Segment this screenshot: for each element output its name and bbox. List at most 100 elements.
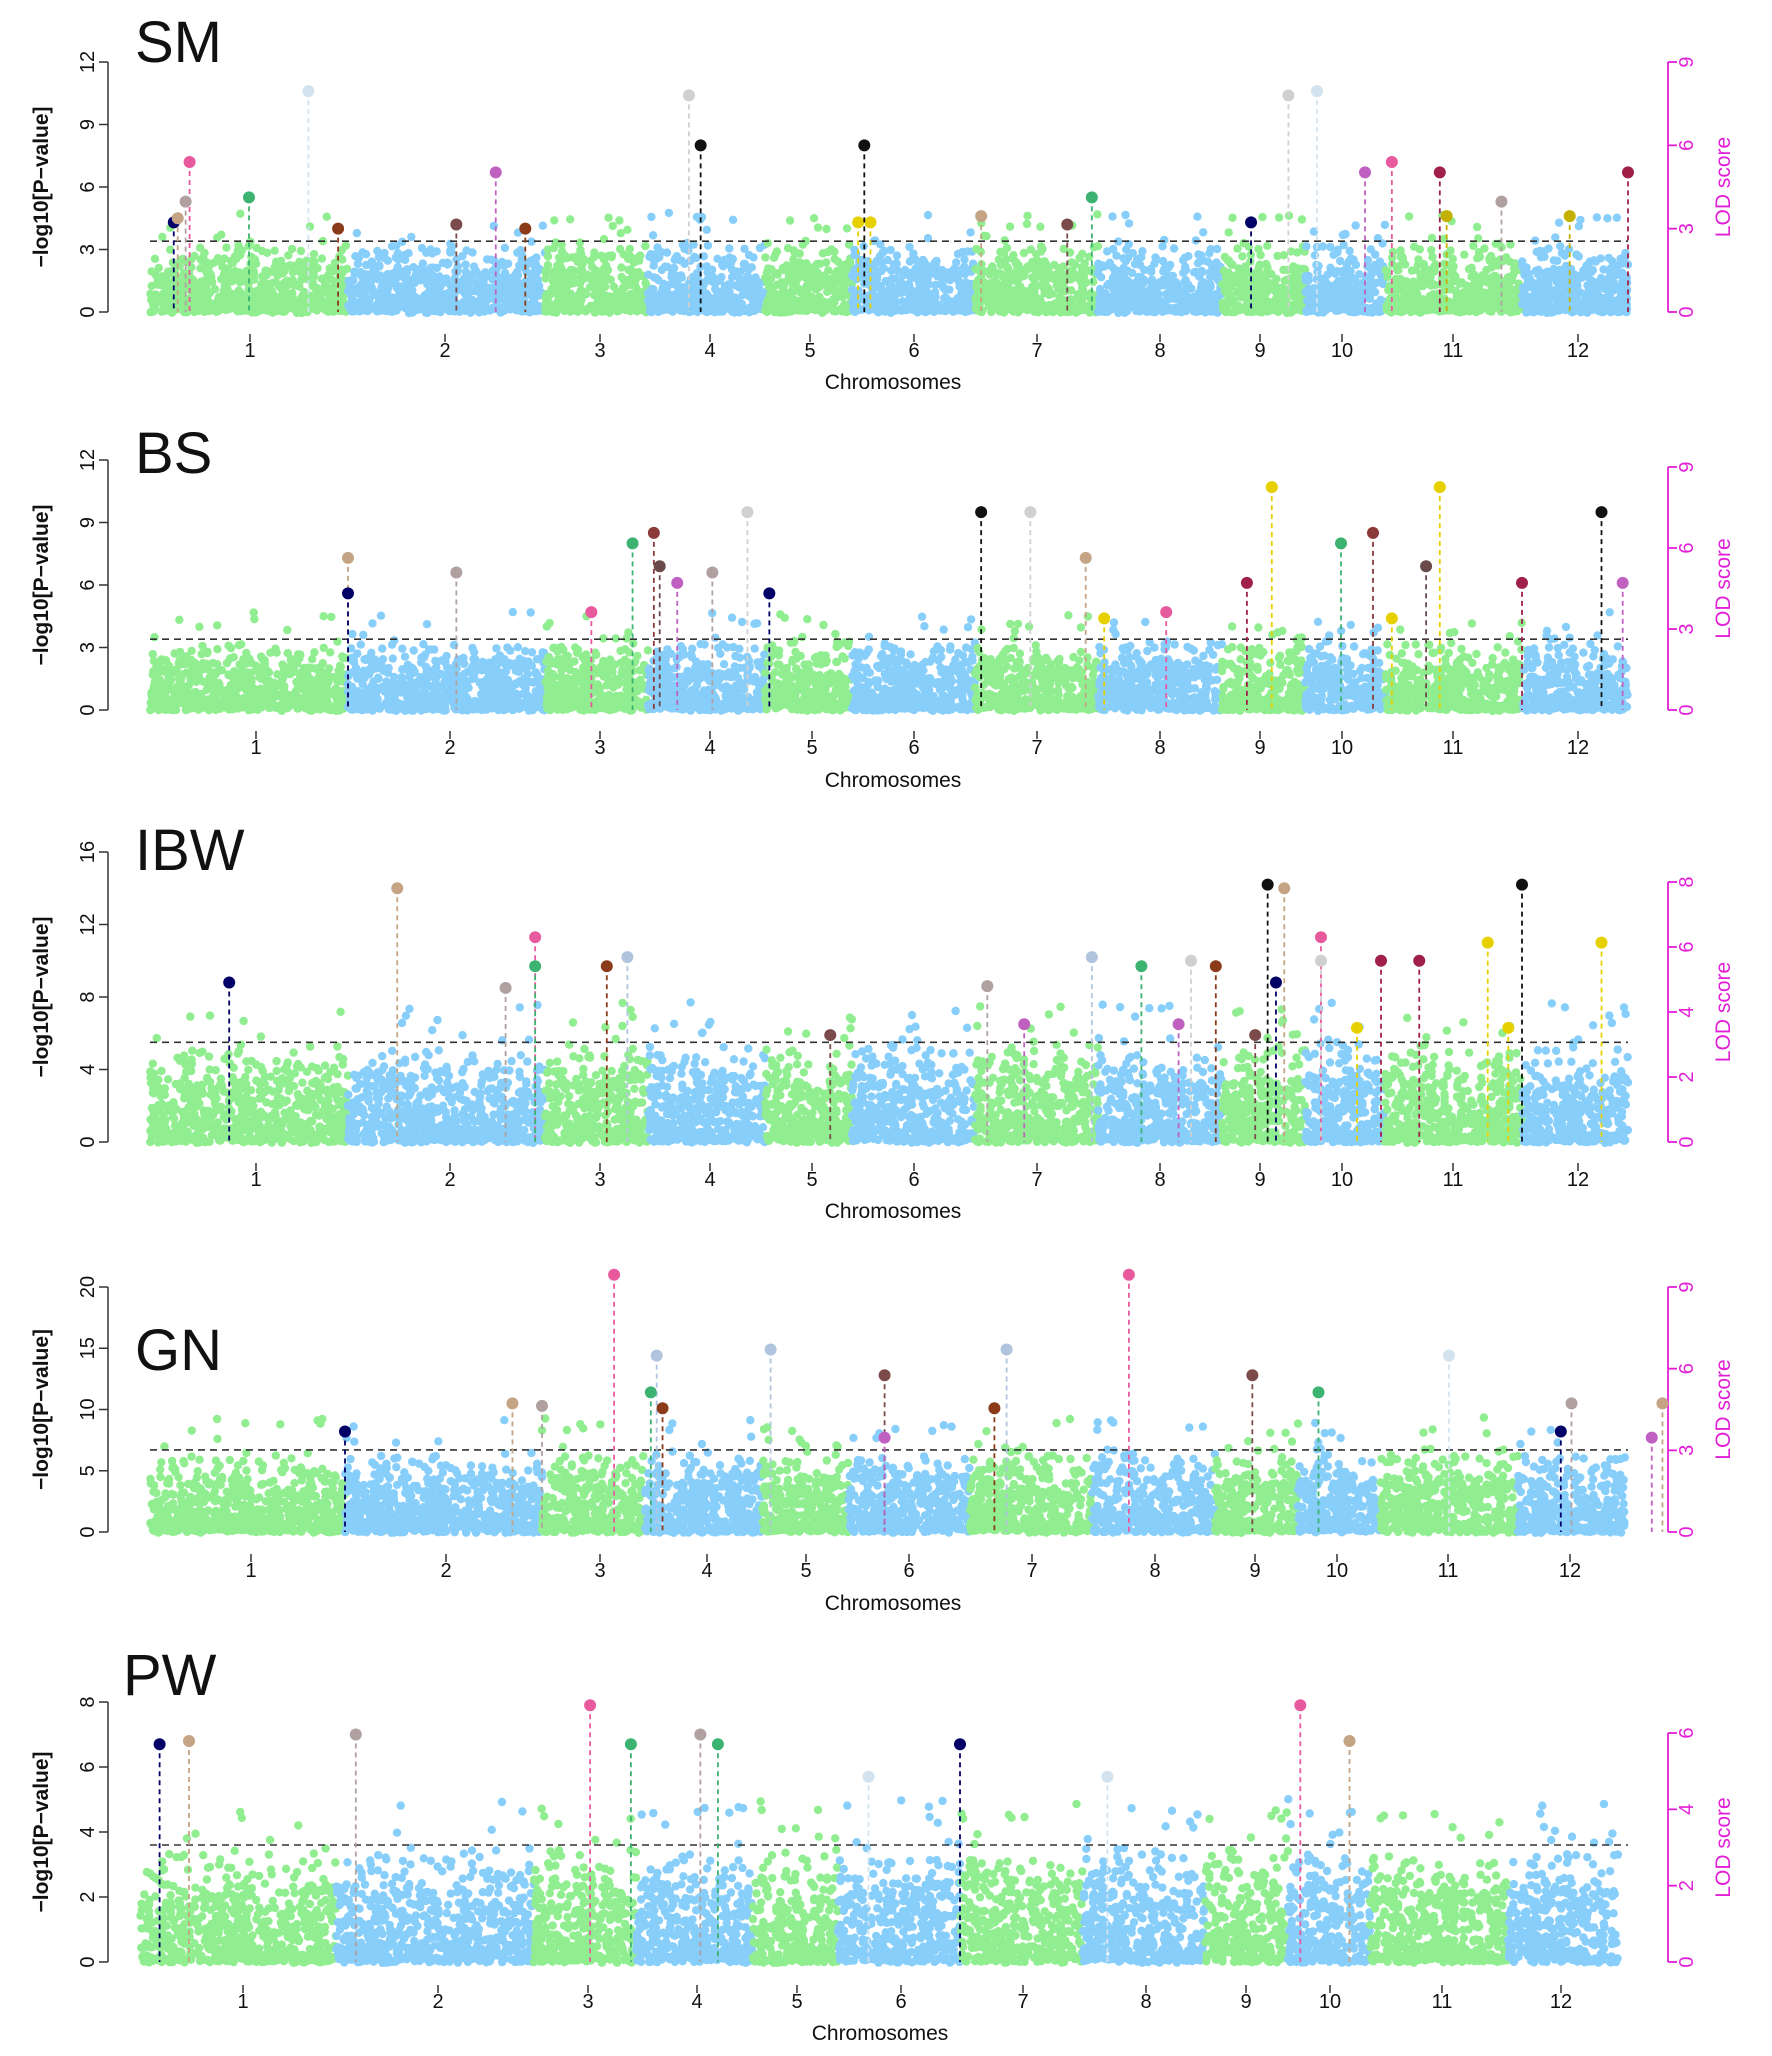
x-tick-label: 5 bbox=[806, 737, 817, 759]
peak-point bbox=[878, 1431, 891, 1444]
peak-point bbox=[1135, 960, 1148, 973]
peak-point bbox=[1495, 195, 1508, 208]
y-axis-left: 0 3 6 9 12 −log10[P−value] bbox=[30, 51, 109, 318]
peak-point bbox=[1018, 1018, 1031, 1031]
x-tick-label: 10 bbox=[1331, 340, 1353, 362]
peak-point bbox=[1294, 1699, 1307, 1712]
peak-point bbox=[1249, 1029, 1262, 1042]
y-tick-label: 4 bbox=[77, 1826, 99, 1837]
peak-point bbox=[600, 960, 613, 973]
x-tick-label: 8 bbox=[1154, 1169, 1165, 1191]
lod-tick-label: 6 bbox=[1676, 941, 1698, 952]
y-tick-label: 0 bbox=[77, 1956, 99, 1967]
qtl-peaks bbox=[223, 878, 1608, 1142]
peak-point bbox=[1245, 216, 1258, 229]
peak-point bbox=[954, 1738, 966, 1751]
y-tick-label: 12 bbox=[77, 449, 99, 471]
lod-tick-label: 6 bbox=[1676, 542, 1698, 553]
x-tick-label: 7 bbox=[1017, 1991, 1028, 2013]
y-tick-label: 0 bbox=[77, 704, 99, 715]
peak-point bbox=[1375, 954, 1387, 967]
y-axis-right-lod: 0 2 4 6 8 LOD score bbox=[1667, 876, 1735, 1148]
y-tick-label: 10 bbox=[77, 1398, 99, 1420]
lod-tick-label: 3 bbox=[1676, 623, 1698, 634]
y-tick-label: 3 bbox=[77, 642, 99, 653]
peak-point bbox=[585, 606, 598, 619]
qtl-peaks bbox=[153, 1699, 1356, 1962]
peak-point bbox=[489, 166, 502, 179]
x-tick-label: 1 bbox=[250, 1169, 261, 1191]
x-tick-label: 1 bbox=[245, 1560, 256, 1582]
x-tick-label: 1 bbox=[244, 340, 255, 362]
y-axis-label: −log10[P−value] bbox=[30, 504, 53, 665]
peak-point bbox=[1413, 954, 1426, 967]
peak-point bbox=[1443, 1349, 1455, 1362]
peak-point bbox=[858, 139, 871, 152]
peak-point bbox=[1278, 882, 1291, 895]
y-tick-label: 8 bbox=[77, 1696, 99, 1707]
lod-tick-label: 9 bbox=[1676, 1281, 1698, 1292]
peak-point bbox=[153, 1738, 166, 1751]
peak-point bbox=[183, 156, 196, 168]
x-tick-label: 3 bbox=[594, 1169, 605, 1191]
peak-point bbox=[647, 526, 660, 539]
peak-point bbox=[711, 1738, 724, 1751]
peak-point bbox=[862, 1770, 875, 1783]
lod-tick-label: 3 bbox=[1676, 1445, 1698, 1456]
peak-point bbox=[1269, 976, 1282, 989]
peak-point bbox=[706, 566, 719, 579]
peak-point bbox=[1160, 606, 1173, 619]
x-tick-label: 8 bbox=[1140, 1991, 1151, 2013]
peak-point bbox=[1079, 551, 1092, 564]
lod-tick-label: 9 bbox=[1676, 461, 1698, 472]
y-tick-label: 3 bbox=[77, 244, 99, 255]
peak-point bbox=[1554, 1425, 1567, 1438]
y-tick-label: 4 bbox=[77, 1064, 99, 1075]
peak-point bbox=[1359, 166, 1371, 179]
snp-point-cloud bbox=[146, 208, 1633, 318]
x-tick-label: 12 bbox=[1550, 1991, 1572, 2013]
peak-point bbox=[741, 506, 754, 519]
y-axis-right-lod: 0 2 4 6 LOD score bbox=[1667, 1727, 1735, 1968]
x-tick-label: 6 bbox=[908, 340, 919, 362]
y-tick-label: 12 bbox=[77, 51, 99, 73]
panel-label: GN bbox=[135, 1318, 222, 1383]
y-axis-right-lod: 0 3 6 9 LOD score bbox=[1667, 461, 1735, 716]
x-tick-label: 4 bbox=[704, 737, 715, 759]
x-tick-label: 2 bbox=[432, 1991, 443, 2013]
peak-point bbox=[653, 560, 666, 573]
lod-tick-label: 0 bbox=[1676, 1136, 1698, 1147]
lod-tick-label: 9 bbox=[1676, 56, 1698, 67]
peak-point bbox=[975, 506, 988, 519]
peak-point bbox=[1246, 1369, 1259, 1382]
y-tick-label: 6 bbox=[77, 1761, 99, 1772]
peak-point bbox=[339, 1425, 351, 1438]
lod-tick-label: 4 bbox=[1676, 1006, 1698, 1017]
x-tick-label: 11 bbox=[1443, 737, 1464, 759]
snp-point-cloud bbox=[146, 998, 1633, 1148]
peak-point bbox=[1061, 218, 1074, 231]
x-axis-label: Chromosomes bbox=[825, 371, 962, 394]
x-tick-label: 9 bbox=[1249, 1560, 1260, 1582]
peak-point bbox=[1000, 1343, 1013, 1356]
peak-point bbox=[1282, 89, 1295, 102]
x-tick-label: 1 bbox=[250, 737, 261, 759]
x-tick-label: 4 bbox=[704, 340, 715, 362]
x-tick-label: 9 bbox=[1254, 1169, 1265, 1191]
y-tick-label: 6 bbox=[77, 579, 99, 590]
peak-point bbox=[171, 212, 184, 225]
peak-point bbox=[864, 216, 877, 229]
peak-point bbox=[506, 1397, 519, 1410]
peak-point bbox=[1385, 156, 1398, 168]
x-tick-label: 7 bbox=[1026, 1560, 1037, 1582]
x-tick-label: 5 bbox=[791, 1991, 802, 2013]
peak-point bbox=[1440, 210, 1453, 223]
peak-point bbox=[694, 1728, 707, 1741]
peak-point bbox=[499, 981, 512, 994]
lod-tick-label: 4 bbox=[1676, 1804, 1698, 1815]
x-tick-label: 6 bbox=[908, 737, 919, 759]
y-axis-left: 0 2 4 6 8 −log10[P−value] bbox=[30, 1696, 109, 1968]
